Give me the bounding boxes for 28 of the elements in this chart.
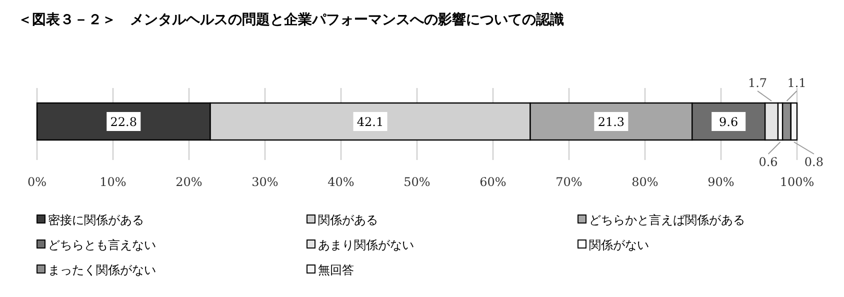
data-label: 0.6 xyxy=(758,155,778,169)
data-label: 1.7 xyxy=(748,76,768,90)
x-tick-label: 100% xyxy=(780,175,814,189)
data-label: 9.6 xyxy=(719,115,738,129)
x-tick-label: 60% xyxy=(480,175,506,189)
x-tick-label: 30% xyxy=(252,175,278,189)
data-label: 0.8 xyxy=(804,155,824,169)
legend-label: 無回答 xyxy=(318,263,354,277)
legend-label: どちらかと言えば関係がある xyxy=(589,213,745,227)
legend-label: まったく関係がない xyxy=(48,263,156,277)
x-tick-label: 90% xyxy=(708,175,734,189)
data-label: 1.1 xyxy=(787,76,806,90)
legend-label: 関係がある xyxy=(318,213,378,227)
data-label: 42.1 xyxy=(356,115,384,129)
chart-title: ＜図表３－２＞ メンタルヘルスの問題と企業パフォーマンスへの影響についての認識 xyxy=(18,11,564,28)
legend-label: 密接に関係がある xyxy=(48,213,144,227)
legend-label: どちらとも言えない xyxy=(48,238,156,252)
x-tick-label: 50% xyxy=(404,175,430,189)
x-tick-label: 20% xyxy=(176,175,202,189)
legend-label: 関係がない xyxy=(589,238,649,252)
data-label: 22.8 xyxy=(110,115,137,129)
x-tick-label: 40% xyxy=(328,175,354,189)
x-tick-label: 70% xyxy=(556,175,582,189)
x-tick-label: 10% xyxy=(100,175,126,189)
legend-label: あまり関係がない xyxy=(318,238,414,252)
x-tick-label: 80% xyxy=(632,175,658,189)
data-label: 21.3 xyxy=(598,115,625,129)
x-tick-label: 0% xyxy=(27,175,47,189)
